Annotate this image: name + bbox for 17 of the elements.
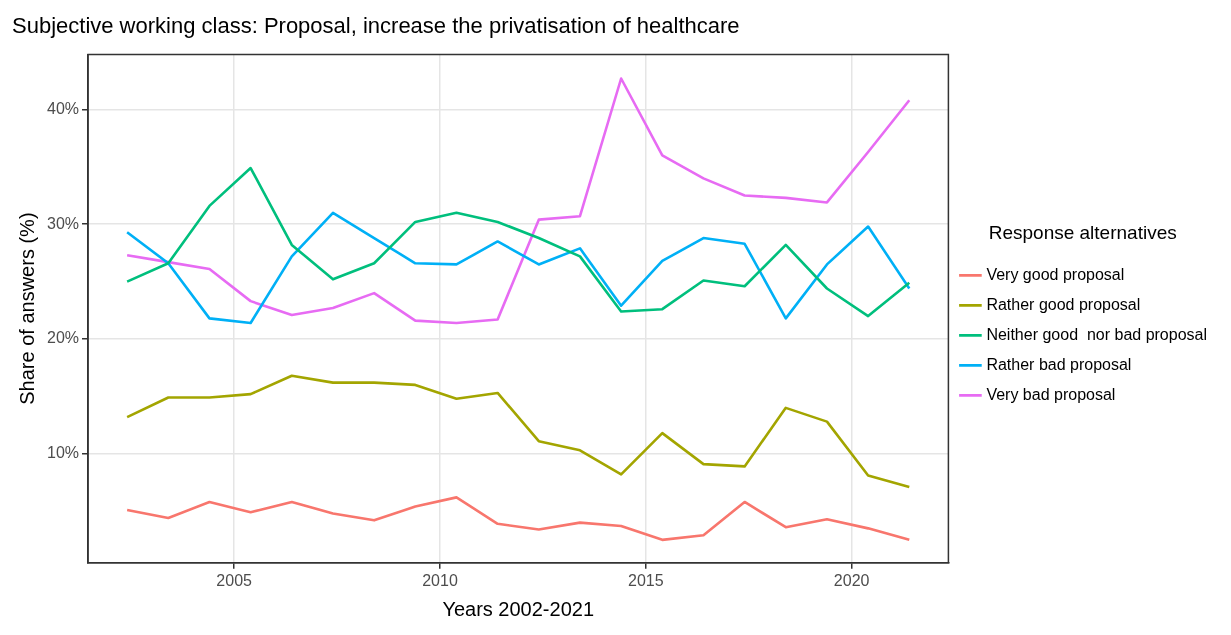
legend-title: Response alternatives	[988, 222, 1177, 244]
chart-title: Subjective working class: Proposal, increase the privatisation of healthcare	[12, 13, 740, 39]
y-axis-title: Share of answers (%)	[15, 212, 38, 405]
x-tick-label: 2010	[422, 571, 458, 589]
y-tick-label: 20%	[46, 329, 80, 347]
y-tick-label: 40%	[46, 99, 80, 117]
legend-label: Very bad proposal	[986, 385, 1116, 403]
x-tick-label: 2015	[628, 571, 664, 589]
legend-label: Very good proposal	[986, 265, 1125, 283]
x-tick-label: 2005	[216, 571, 253, 589]
x-tick-label: 2020	[833, 571, 870, 589]
y-tick-label: 30%	[46, 214, 80, 232]
legend-label: Neither good nor bad proposal	[986, 325, 1207, 343]
legend-label: Rather bad proposal	[986, 355, 1132, 373]
x-axis-title: Years 2002-2021	[442, 597, 595, 620]
legend-label: Rather good proposal	[986, 295, 1141, 313]
y-tick-label: 10%	[46, 444, 80, 462]
